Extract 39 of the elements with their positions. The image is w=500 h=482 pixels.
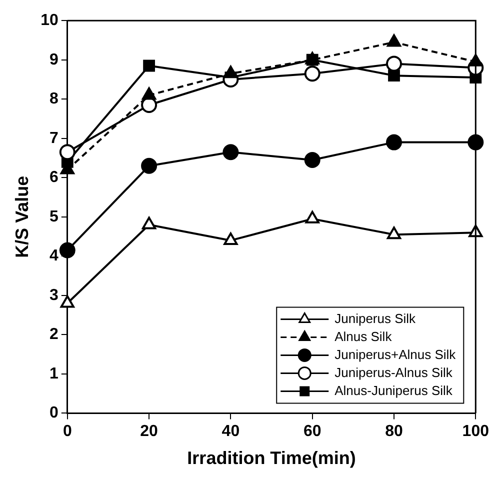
y-tick-label: 7	[49, 130, 58, 147]
point	[142, 216, 156, 230]
point	[59, 242, 76, 258]
y-tick-label: 6	[49, 169, 58, 186]
point	[304, 152, 320, 168]
y-tick-label: 8	[49, 90, 58, 108]
y-tick-label: 0	[49, 404, 58, 422]
point	[143, 60, 155, 72]
point	[60, 295, 74, 308]
legend-label: Alnus Silk	[334, 328, 392, 344]
x-tick-label: 0	[62, 423, 72, 440]
legend-label: Juniperus Silk	[334, 310, 416, 326]
legend-label: Juniperus-Alnus Silk	[334, 364, 453, 380]
x-tick-label: 40	[222, 423, 240, 440]
y-tick-label: 4	[49, 248, 58, 265]
y-tick-label: 1	[49, 365, 58, 382]
point	[386, 134, 402, 150]
point	[59, 144, 76, 160]
x-axis-title: Irradition Time(min)	[187, 448, 356, 468]
point	[386, 56, 402, 72]
x-tick-label: 80	[385, 423, 403, 440]
y-tick-label: 9	[49, 51, 58, 68]
point	[224, 232, 238, 245]
legend-label: Alnus-Juniperus Silk	[334, 382, 453, 398]
y-tick-label: 3	[49, 286, 58, 304]
legend-label: Juniperus+Alnus Silk	[334, 346, 456, 362]
x-tick-label: 20	[140, 423, 158, 440]
point	[388, 70, 400, 82]
point	[141, 158, 158, 174]
x-tick-label: 60	[303, 423, 322, 440]
point	[222, 144, 239, 160]
point	[386, 226, 402, 240]
x-tick-label: 100	[462, 423, 490, 440]
y-tick-label: 5	[49, 208, 58, 226]
point	[305, 210, 320, 224]
y-axis-title: K/S Value	[12, 176, 32, 258]
point	[304, 66, 320, 82]
y-tick-label: 2	[49, 326, 58, 344]
y-tick-label: 10	[40, 12, 58, 30]
